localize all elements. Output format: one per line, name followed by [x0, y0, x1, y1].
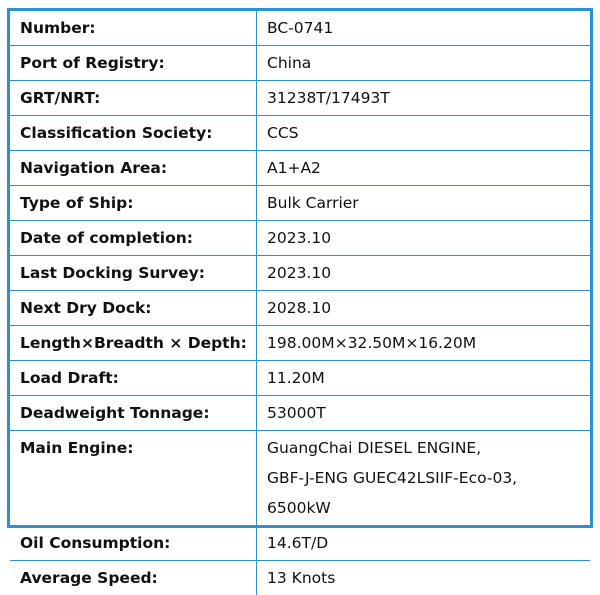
ship-specification-table: Number: BC-0741 Port of Registry: China …: [10, 11, 590, 595]
row-label-port-of-registry: Port of Registry:: [10, 46, 257, 81]
row-label-main-engine: Main Engine:: [10, 431, 257, 526]
table-row: Type of Ship: Bulk Carrier: [10, 186, 590, 221]
row-label-next-dry-dock: Next Dry Dock:: [10, 291, 257, 326]
table-row: Last Docking Survey: 2023.10: [10, 256, 590, 291]
row-label-load-draft: Load Draft:: [10, 361, 257, 396]
table-row: Load Draft: 11.20M: [10, 361, 590, 396]
table-row: Deadweight Tonnage: 53000T: [10, 396, 590, 431]
row-value-classification-society: CCS: [257, 116, 591, 151]
row-label-date-of-completion: Date of completion:: [10, 221, 257, 256]
row-value-port-of-registry: China: [257, 46, 591, 81]
row-value-load-draft: 11.20M: [257, 361, 591, 396]
value-line: 6500kW: [267, 493, 590, 523]
row-value-number: BC-0741: [257, 11, 591, 46]
row-label-navigation-area: Navigation Area:: [10, 151, 257, 186]
table-row: Average Speed: 13 Knots: [10, 561, 590, 595]
value-line: China: [267, 48, 590, 78]
row-label-last-docking-survey: Last Docking Survey:: [10, 256, 257, 291]
table-row: Next Dry Dock: 2028.10: [10, 291, 590, 326]
table-row: GRT/NRT: 31238T/17493T: [10, 81, 590, 116]
table-row: Length×Breadth × Depth: 198.00M×32.50M×1…: [10, 326, 590, 361]
value-line: A1+A2: [267, 153, 590, 183]
value-line: Bulk Carrier: [267, 188, 590, 218]
row-value-dimensions: 198.00M×32.50M×16.20M: [257, 326, 591, 361]
row-value-last-docking-survey: 2023.10: [257, 256, 591, 291]
value-line: 53000T: [267, 398, 590, 428]
row-value-date-of-completion: 2023.10: [257, 221, 591, 256]
value-line: CCS: [267, 118, 590, 148]
row-value-deadweight-tonnage: 53000T: [257, 396, 591, 431]
row-label-oil-consumption: Oil Consumption:: [10, 526, 257, 561]
row-label-type-of-ship: Type of Ship:: [10, 186, 257, 221]
table-row: Port of Registry: China: [10, 46, 590, 81]
row-value-navigation-area: A1+A2: [257, 151, 591, 186]
value-line: GBF-J-ENG GUEC42LSIIF-Eco-03,: [267, 463, 590, 493]
row-value-oil-consumption: 14.6T/D: [257, 526, 591, 561]
row-label-number: Number:: [10, 11, 257, 46]
value-line: 13 Knots: [267, 563, 590, 593]
row-value-next-dry-dock: 2028.10: [257, 291, 591, 326]
value-line: 11.20M: [267, 363, 590, 393]
row-label-average-speed: Average Speed:: [10, 561, 257, 595]
table-row: Classification Society: CCS: [10, 116, 590, 151]
row-label-grt-nrt: GRT/NRT:: [10, 81, 257, 116]
table-row: Oil Consumption: 14.6T/D: [10, 526, 590, 561]
value-line: 198.00M×32.50M×16.20M: [267, 328, 590, 358]
row-value-type-of-ship: Bulk Carrier: [257, 186, 591, 221]
table-row: Navigation Area: A1+A2: [10, 151, 590, 186]
value-line: 31238T/17493T: [267, 83, 590, 113]
value-line: GuangChai DIESEL ENGINE,: [267, 433, 590, 463]
row-label-dimensions: Length×Breadth × Depth:: [10, 326, 257, 361]
value-line: BC-0741: [267, 13, 590, 43]
table-row: Number: BC-0741: [10, 11, 590, 46]
table-row: Date of completion: 2023.10: [10, 221, 590, 256]
ship-specification-sheet: Number: BC-0741 Port of Registry: China …: [7, 8, 593, 528]
row-value-average-speed: 13 Knots: [257, 561, 591, 595]
value-line: 14.6T/D: [267, 528, 590, 558]
table-row: Main Engine: GuangChai DIESEL ENGINE, GB…: [10, 431, 590, 526]
row-label-classification-society: Classification Society:: [10, 116, 257, 151]
row-value-grt-nrt: 31238T/17493T: [257, 81, 591, 116]
value-line: 2023.10: [267, 223, 590, 253]
row-value-main-engine: GuangChai DIESEL ENGINE, GBF-J-ENG GUEC4…: [257, 431, 591, 526]
value-line: 2023.10: [267, 258, 590, 288]
row-label-deadweight-tonnage: Deadweight Tonnage:: [10, 396, 257, 431]
value-line: 2028.10: [267, 293, 590, 323]
